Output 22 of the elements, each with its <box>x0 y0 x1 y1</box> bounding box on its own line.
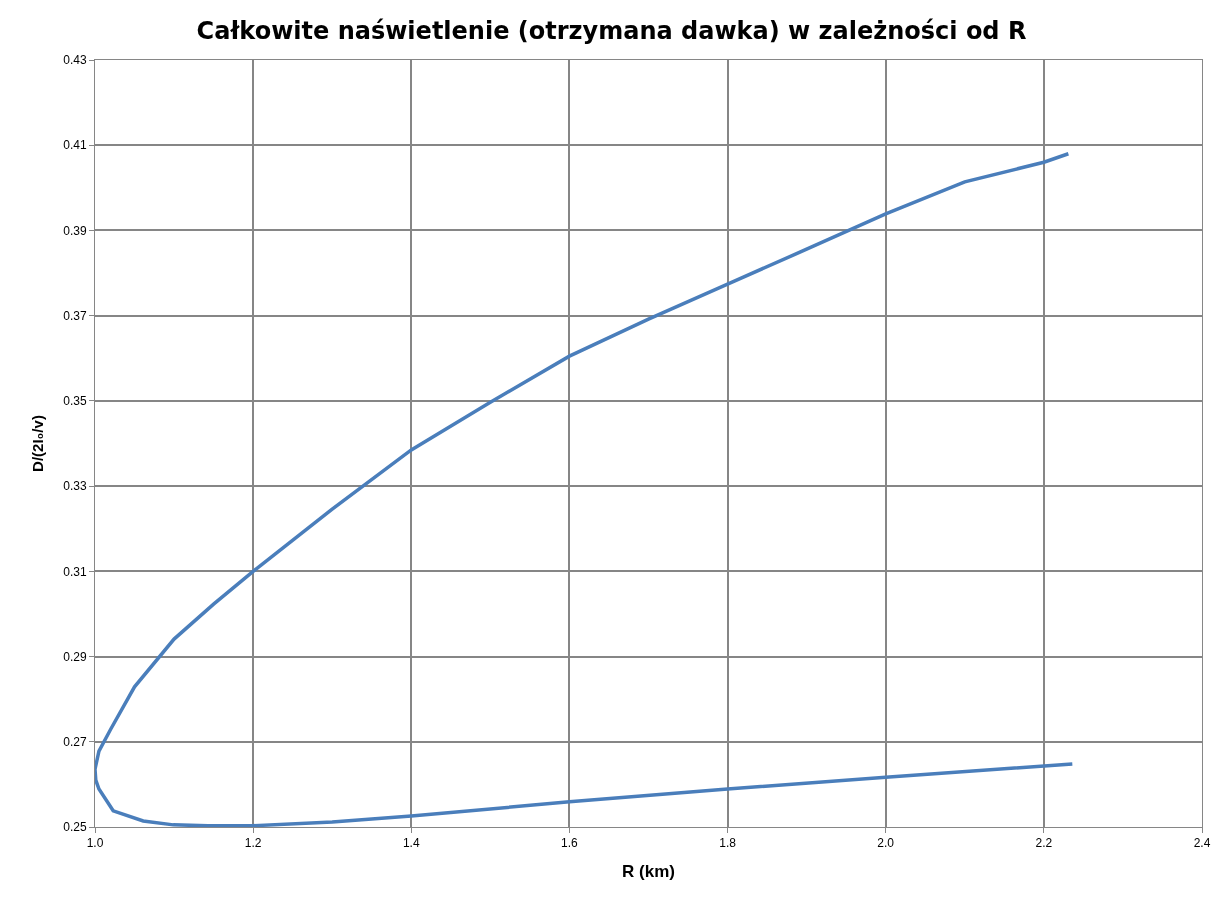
y-tick-label: 0.35 <box>63 394 87 409</box>
y-tick-label: 0.33 <box>63 479 87 494</box>
x-tick-label: 1.4 <box>402 836 420 851</box>
y-tick-label: 0.43 <box>63 53 87 68</box>
x-axis-title: R (km) <box>622 861 675 881</box>
x-tick-label: 1.8 <box>719 836 737 851</box>
x-tick-label: 2.2 <box>1035 836 1053 851</box>
y-axis-title: D/(2I₀/v) <box>29 415 47 472</box>
x-tick-label: 1.6 <box>561 836 579 851</box>
x-tick-label: 2.0 <box>877 836 895 851</box>
y-tick-label: 0.29 <box>63 649 87 664</box>
chart-title: Całkowite naświetlenie (otrzymana dawka) w zależności od R <box>196 17 1027 46</box>
y-tick-label: 0.39 <box>63 223 87 238</box>
y-tick-label: 0.41 <box>63 138 87 153</box>
y-tick-label: 0.31 <box>63 564 87 579</box>
x-tick-label: 1.0 <box>86 836 104 851</box>
y-tick-label: 0.37 <box>63 308 87 323</box>
x-tick-label: 1.2 <box>244 836 262 851</box>
y-tick-label: 0.27 <box>63 734 87 749</box>
x-tick-label: 2.4 <box>1193 836 1211 851</box>
line-series <box>95 151 1075 827</box>
y-tick-label: 0.25 <box>63 820 87 835</box>
